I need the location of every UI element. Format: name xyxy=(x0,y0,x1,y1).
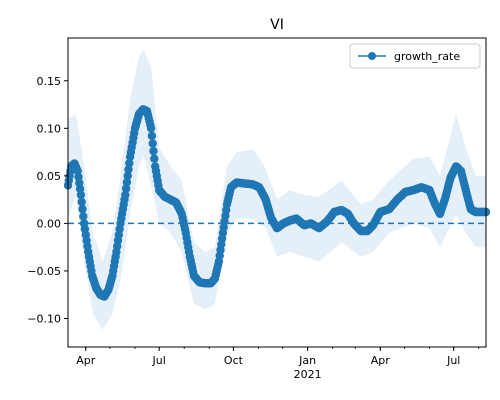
data-point xyxy=(78,204,87,214)
legend-box xyxy=(349,43,481,69)
legend-label: growth_rate xyxy=(394,50,460,63)
data-point xyxy=(150,154,159,163)
y-tick-label: −0.05 xyxy=(27,265,61,278)
data-point xyxy=(121,190,130,200)
legend: growth_rate xyxy=(349,43,481,69)
data-point xyxy=(148,139,157,148)
y-axis: −0.10 −0.05 0.00 0.05 0.10 0.15 xyxy=(27,75,68,325)
x-tick-label: Apr xyxy=(371,354,391,367)
data-point xyxy=(76,190,86,200)
y-tick-label: 0.05 xyxy=(37,170,62,183)
x-tick-label: Oct xyxy=(224,354,244,367)
legend-marker xyxy=(368,52,376,60)
data-point xyxy=(123,171,132,181)
chart-title: VI xyxy=(270,17,284,33)
x-tick-label: Jan xyxy=(298,354,316,367)
data-point xyxy=(125,159,134,168)
axes-frame xyxy=(67,37,487,348)
data-point xyxy=(149,146,158,156)
x-tick-label: Apr xyxy=(76,354,96,367)
data-point xyxy=(79,212,88,221)
data-point xyxy=(124,165,133,174)
data-point xyxy=(146,124,156,133)
data-point xyxy=(122,178,132,187)
y-tick-label: 0.10 xyxy=(37,122,62,135)
data-point xyxy=(121,184,131,193)
x-axis: Apr Jul Oct Jan Apr Jul xyxy=(76,347,480,367)
x-tick-label: Jul xyxy=(446,354,460,367)
x-tick-label: Jul xyxy=(152,354,166,367)
series-layer xyxy=(63,105,491,301)
y-tick-label: 0.00 xyxy=(37,217,62,230)
y-tick-label: −0.10 xyxy=(27,312,61,325)
y-tick-label: 0.15 xyxy=(37,75,62,88)
data-point xyxy=(77,197,86,207)
data-point xyxy=(147,131,157,141)
x-year-label: 2021 xyxy=(294,368,322,381)
